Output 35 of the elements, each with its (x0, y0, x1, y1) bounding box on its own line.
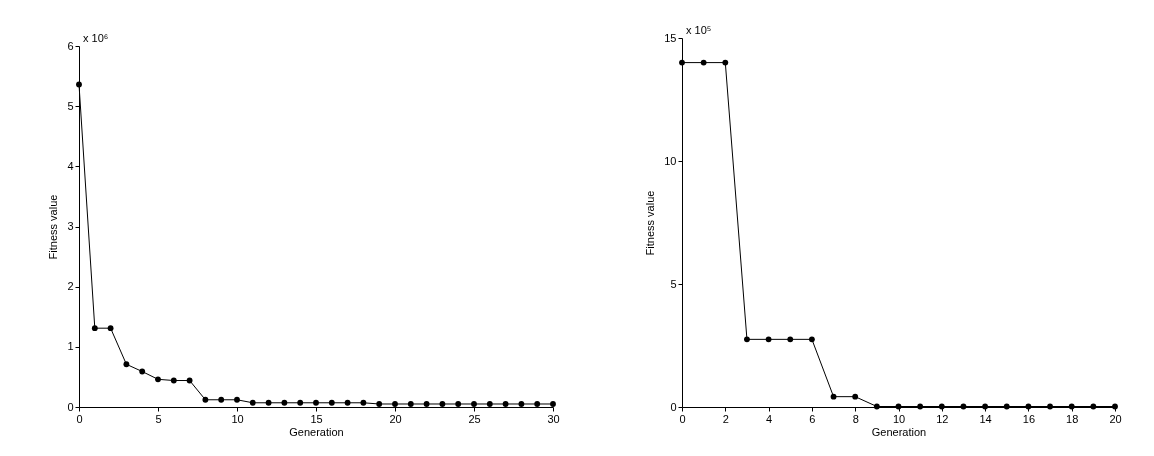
y-tick-label: 4 (67, 159, 74, 172)
y-tick-label: 6 (67, 39, 74, 52)
y-tick-label: 2 (67, 280, 74, 293)
x-tick-label: 14 (979, 412, 992, 425)
x-tick-label: 18 (1066, 412, 1079, 425)
x-tick-label: 4 (766, 412, 773, 425)
x-tick-label: 5 (155, 412, 162, 425)
y-tick-label: 15 (664, 31, 677, 44)
y-tick-label: 3 (67, 220, 74, 232)
y-tick-label: 5 (670, 277, 677, 290)
x-tick-label: 8 (852, 412, 859, 425)
x-tick-label: 2 (722, 412, 729, 425)
x-tick-label: 20 (1109, 412, 1122, 425)
text: x 10⁶ (83, 32, 109, 44)
y-tick-label: 1 (67, 340, 74, 353)
x-axis-title: Generation (289, 425, 344, 438)
x-tick-label: 12 (936, 412, 949, 425)
x-tick-label: 20 (389, 412, 402, 425)
x-tick-label: 10 (892, 412, 906, 425)
y-tick-label: 10 (664, 154, 677, 167)
x-tick-label: 25 (468, 412, 481, 425)
x-tick-label: 6 (809, 412, 816, 425)
x-tick-label: 16 (1022, 412, 1036, 425)
y-tick-label: 5 (67, 99, 74, 112)
y-axis-title: Fitness value (644, 190, 657, 256)
y-tick-label: 0 (670, 400, 677, 413)
x-axis-title: Generation (871, 425, 927, 438)
y-tick-label: 0 (67, 400, 74, 413)
x-tick-label: 30 (547, 412, 560, 425)
x-tick-label: 10 (231, 412, 244, 425)
x-tick-label: 15 (310, 412, 323, 425)
x-tick-label: 0 (679, 412, 686, 425)
y-axis-title: Fitness value (47, 194, 60, 260)
x-tick-label: 0 (76, 412, 83, 425)
text: x 10⁵ (686, 24, 712, 36)
